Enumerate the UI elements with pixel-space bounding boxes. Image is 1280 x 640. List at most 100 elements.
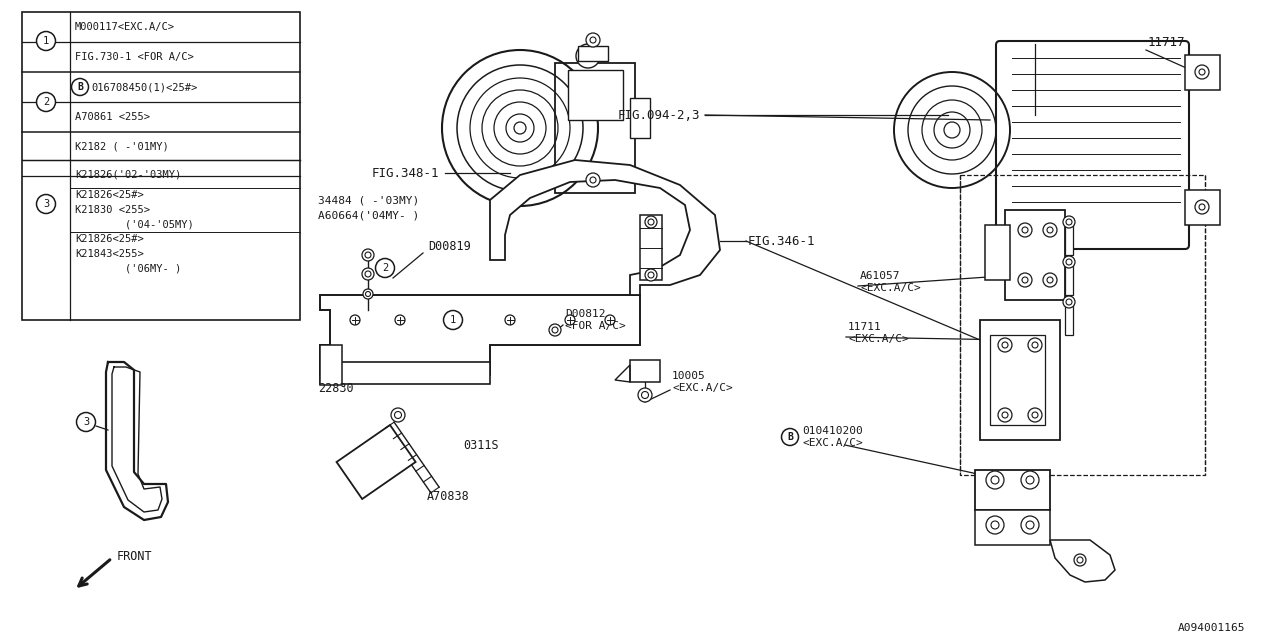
Text: 1: 1 (449, 315, 456, 325)
Circle shape (586, 173, 600, 187)
Text: K21826('02-'03MY): K21826('02-'03MY) (76, 169, 182, 179)
Circle shape (549, 324, 561, 336)
Polygon shape (490, 160, 721, 295)
Text: K21830 <255>: K21830 <255> (76, 205, 150, 215)
Circle shape (564, 315, 575, 325)
Text: 34484 ( -'03MY): 34484 ( -'03MY) (317, 195, 420, 205)
Bar (320, 362, 490, 384)
Text: K21826<25#>: K21826<25#> (76, 190, 143, 200)
Circle shape (1018, 223, 1032, 237)
Text: A70861 <255>: A70861 <255> (76, 112, 150, 122)
Circle shape (1028, 408, 1042, 422)
Bar (1065, 305, 1073, 335)
Text: 010410200
<EXC.A/C>: 010410200 <EXC.A/C> (803, 426, 863, 448)
Circle shape (576, 44, 600, 68)
Text: 10005
<EXC.A/C>: 10005 <EXC.A/C> (672, 371, 732, 393)
Circle shape (1196, 65, 1210, 79)
Text: M000117<EXC.A/C>: M000117<EXC.A/C> (76, 22, 175, 32)
Circle shape (396, 315, 404, 325)
FancyBboxPatch shape (996, 41, 1189, 249)
Circle shape (586, 33, 600, 47)
Text: 2: 2 (42, 97, 49, 107)
Text: FIG.346-1: FIG.346-1 (748, 234, 815, 248)
Bar (960, 175, 1204, 475)
Bar (989, 335, 1044, 425)
Circle shape (375, 259, 394, 278)
Circle shape (37, 93, 55, 111)
Circle shape (782, 429, 799, 445)
Bar (1185, 55, 1220, 90)
Bar (630, 98, 650, 138)
Bar (568, 70, 623, 120)
Circle shape (451, 315, 460, 325)
Bar (630, 360, 660, 382)
Circle shape (37, 195, 55, 214)
Text: B: B (77, 82, 83, 92)
Text: A61057
<EXC.A/C>: A61057 <EXC.A/C> (860, 271, 920, 293)
Circle shape (1062, 296, 1075, 308)
Circle shape (1062, 256, 1075, 268)
Circle shape (998, 338, 1012, 352)
Bar (975, 510, 1050, 545)
Circle shape (1021, 516, 1039, 534)
Bar (640, 215, 662, 280)
Text: 0311S: 0311S (463, 438, 499, 451)
Text: FRONT: FRONT (116, 550, 152, 563)
Circle shape (1018, 273, 1032, 287)
Bar (337, 425, 416, 499)
Text: A094001165: A094001165 (1178, 623, 1245, 633)
Text: K21826<25#>: K21826<25#> (76, 234, 143, 244)
Text: 22830: 22830 (317, 381, 353, 394)
Circle shape (443, 310, 462, 330)
Bar (975, 470, 1050, 510)
Text: 2: 2 (381, 263, 388, 273)
Polygon shape (1050, 540, 1115, 582)
Text: 3: 3 (42, 199, 49, 209)
Circle shape (364, 289, 372, 299)
Circle shape (1028, 338, 1042, 352)
Text: FIG.348-1: FIG.348-1 (372, 166, 439, 179)
Circle shape (506, 315, 515, 325)
Text: 3: 3 (83, 417, 90, 427)
Circle shape (1062, 216, 1075, 228)
Bar (579, 46, 608, 61)
Circle shape (986, 516, 1004, 534)
Text: B: B (787, 432, 792, 442)
Circle shape (645, 216, 657, 228)
Circle shape (1196, 200, 1210, 214)
Circle shape (1021, 471, 1039, 489)
Bar (1065, 265, 1073, 295)
Text: A70838: A70838 (428, 490, 470, 502)
Circle shape (362, 268, 374, 280)
Circle shape (1043, 273, 1057, 287)
Circle shape (390, 408, 404, 422)
Bar (320, 345, 342, 385)
Text: ('06MY- ): ('06MY- ) (76, 264, 182, 274)
Text: FIG.730-1 <FOR A/C>: FIG.730-1 <FOR A/C> (76, 52, 193, 62)
Circle shape (645, 269, 657, 281)
Bar (1005, 210, 1065, 300)
Text: D00819: D00819 (428, 239, 471, 253)
Text: 1: 1 (42, 36, 49, 46)
Text: K2182 ( -'01MY): K2182 ( -'01MY) (76, 141, 169, 151)
Circle shape (362, 249, 374, 261)
Text: 11711
<EXC.A/C>: 11711 <EXC.A/C> (849, 322, 909, 344)
Bar (986, 225, 1010, 280)
Text: ('04-'05MY): ('04-'05MY) (76, 220, 193, 230)
Circle shape (1043, 223, 1057, 237)
Circle shape (349, 315, 360, 325)
Bar (556, 63, 635, 193)
Circle shape (986, 471, 1004, 489)
Bar (1065, 225, 1073, 255)
Text: 11717: 11717 (1148, 35, 1185, 49)
Text: 016708450(1)<25#>: 016708450(1)<25#> (91, 82, 197, 92)
Circle shape (637, 388, 652, 402)
Bar (1185, 190, 1220, 225)
Circle shape (998, 408, 1012, 422)
Bar (980, 320, 1060, 440)
Circle shape (37, 31, 55, 51)
Circle shape (77, 413, 96, 431)
Circle shape (605, 315, 614, 325)
Circle shape (1074, 554, 1085, 566)
Text: K21843<255>: K21843<255> (76, 249, 143, 259)
